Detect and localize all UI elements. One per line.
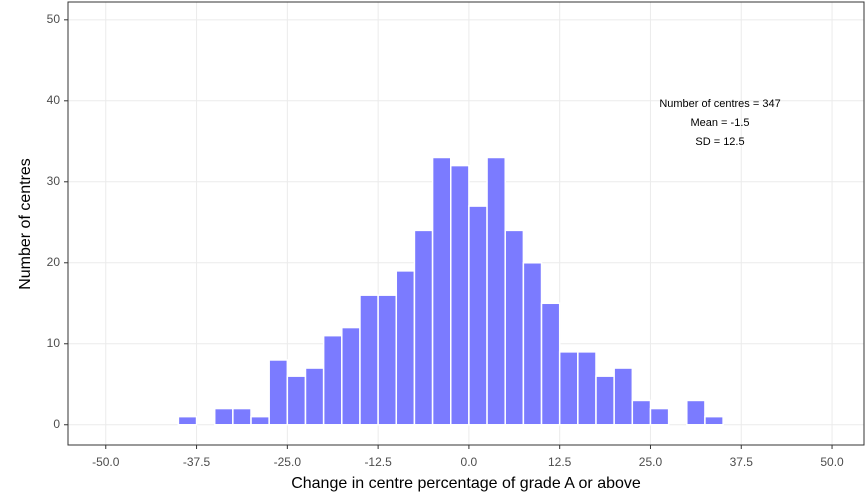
x-tick-label: -12.5: [364, 455, 392, 469]
bar: [413, 229, 434, 426]
y-tick-label: 0: [53, 417, 60, 431]
bar: [686, 399, 706, 426]
y-tick-label: 40: [47, 93, 61, 107]
annotation: Number of centres = 347: [659, 98, 780, 110]
bar: [613, 367, 634, 426]
x-tick-label: 37.5: [730, 455, 754, 469]
x-tick-label: 50.0: [820, 455, 844, 469]
bar: [431, 156, 452, 426]
bar: [268, 359, 289, 426]
bar: [704, 415, 724, 426]
bar: [286, 375, 307, 426]
bar: [359, 294, 379, 426]
bar: [468, 205, 488, 426]
x-tick-label: 12.5: [548, 455, 572, 469]
bar: [504, 229, 525, 426]
y-tick-label: 10: [47, 336, 61, 350]
bar: [213, 407, 234, 426]
x-tick-label: 25.0: [639, 455, 663, 469]
bar: [341, 326, 361, 426]
bar: [449, 164, 470, 426]
bar: [177, 415, 198, 426]
y-axis-title: Number of centres: [17, 158, 34, 290]
plot-border: [67, 1, 865, 446]
x-tick-label: 0.0: [461, 455, 478, 469]
bar: [377, 294, 398, 426]
y-tick-label: 50: [47, 12, 61, 26]
annotation: SD = 12.5: [695, 136, 744, 148]
bar: [395, 270, 416, 426]
bar: [250, 415, 270, 426]
bar: [649, 407, 670, 426]
bar: [322, 334, 343, 426]
y-tick-label: 30: [47, 174, 61, 188]
x-tick-label: -50.0: [92, 455, 120, 469]
bar: [595, 375, 615, 426]
bar: [540, 302, 561, 426]
bar: [577, 351, 597, 426]
bar: [631, 399, 652, 426]
y-tick-label: 20: [47, 255, 61, 269]
bar: [232, 407, 252, 426]
x-tick-label: -37.5: [183, 455, 211, 469]
bar: [486, 156, 506, 426]
annotation: Mean = -1.5: [690, 117, 749, 129]
bar: [522, 262, 543, 426]
x-axis-title: Change in centre percentage of grade A o…: [291, 475, 641, 492]
bar: [304, 367, 325, 426]
x-tick-label: -25.0: [274, 455, 302, 469]
bar: [558, 351, 579, 426]
